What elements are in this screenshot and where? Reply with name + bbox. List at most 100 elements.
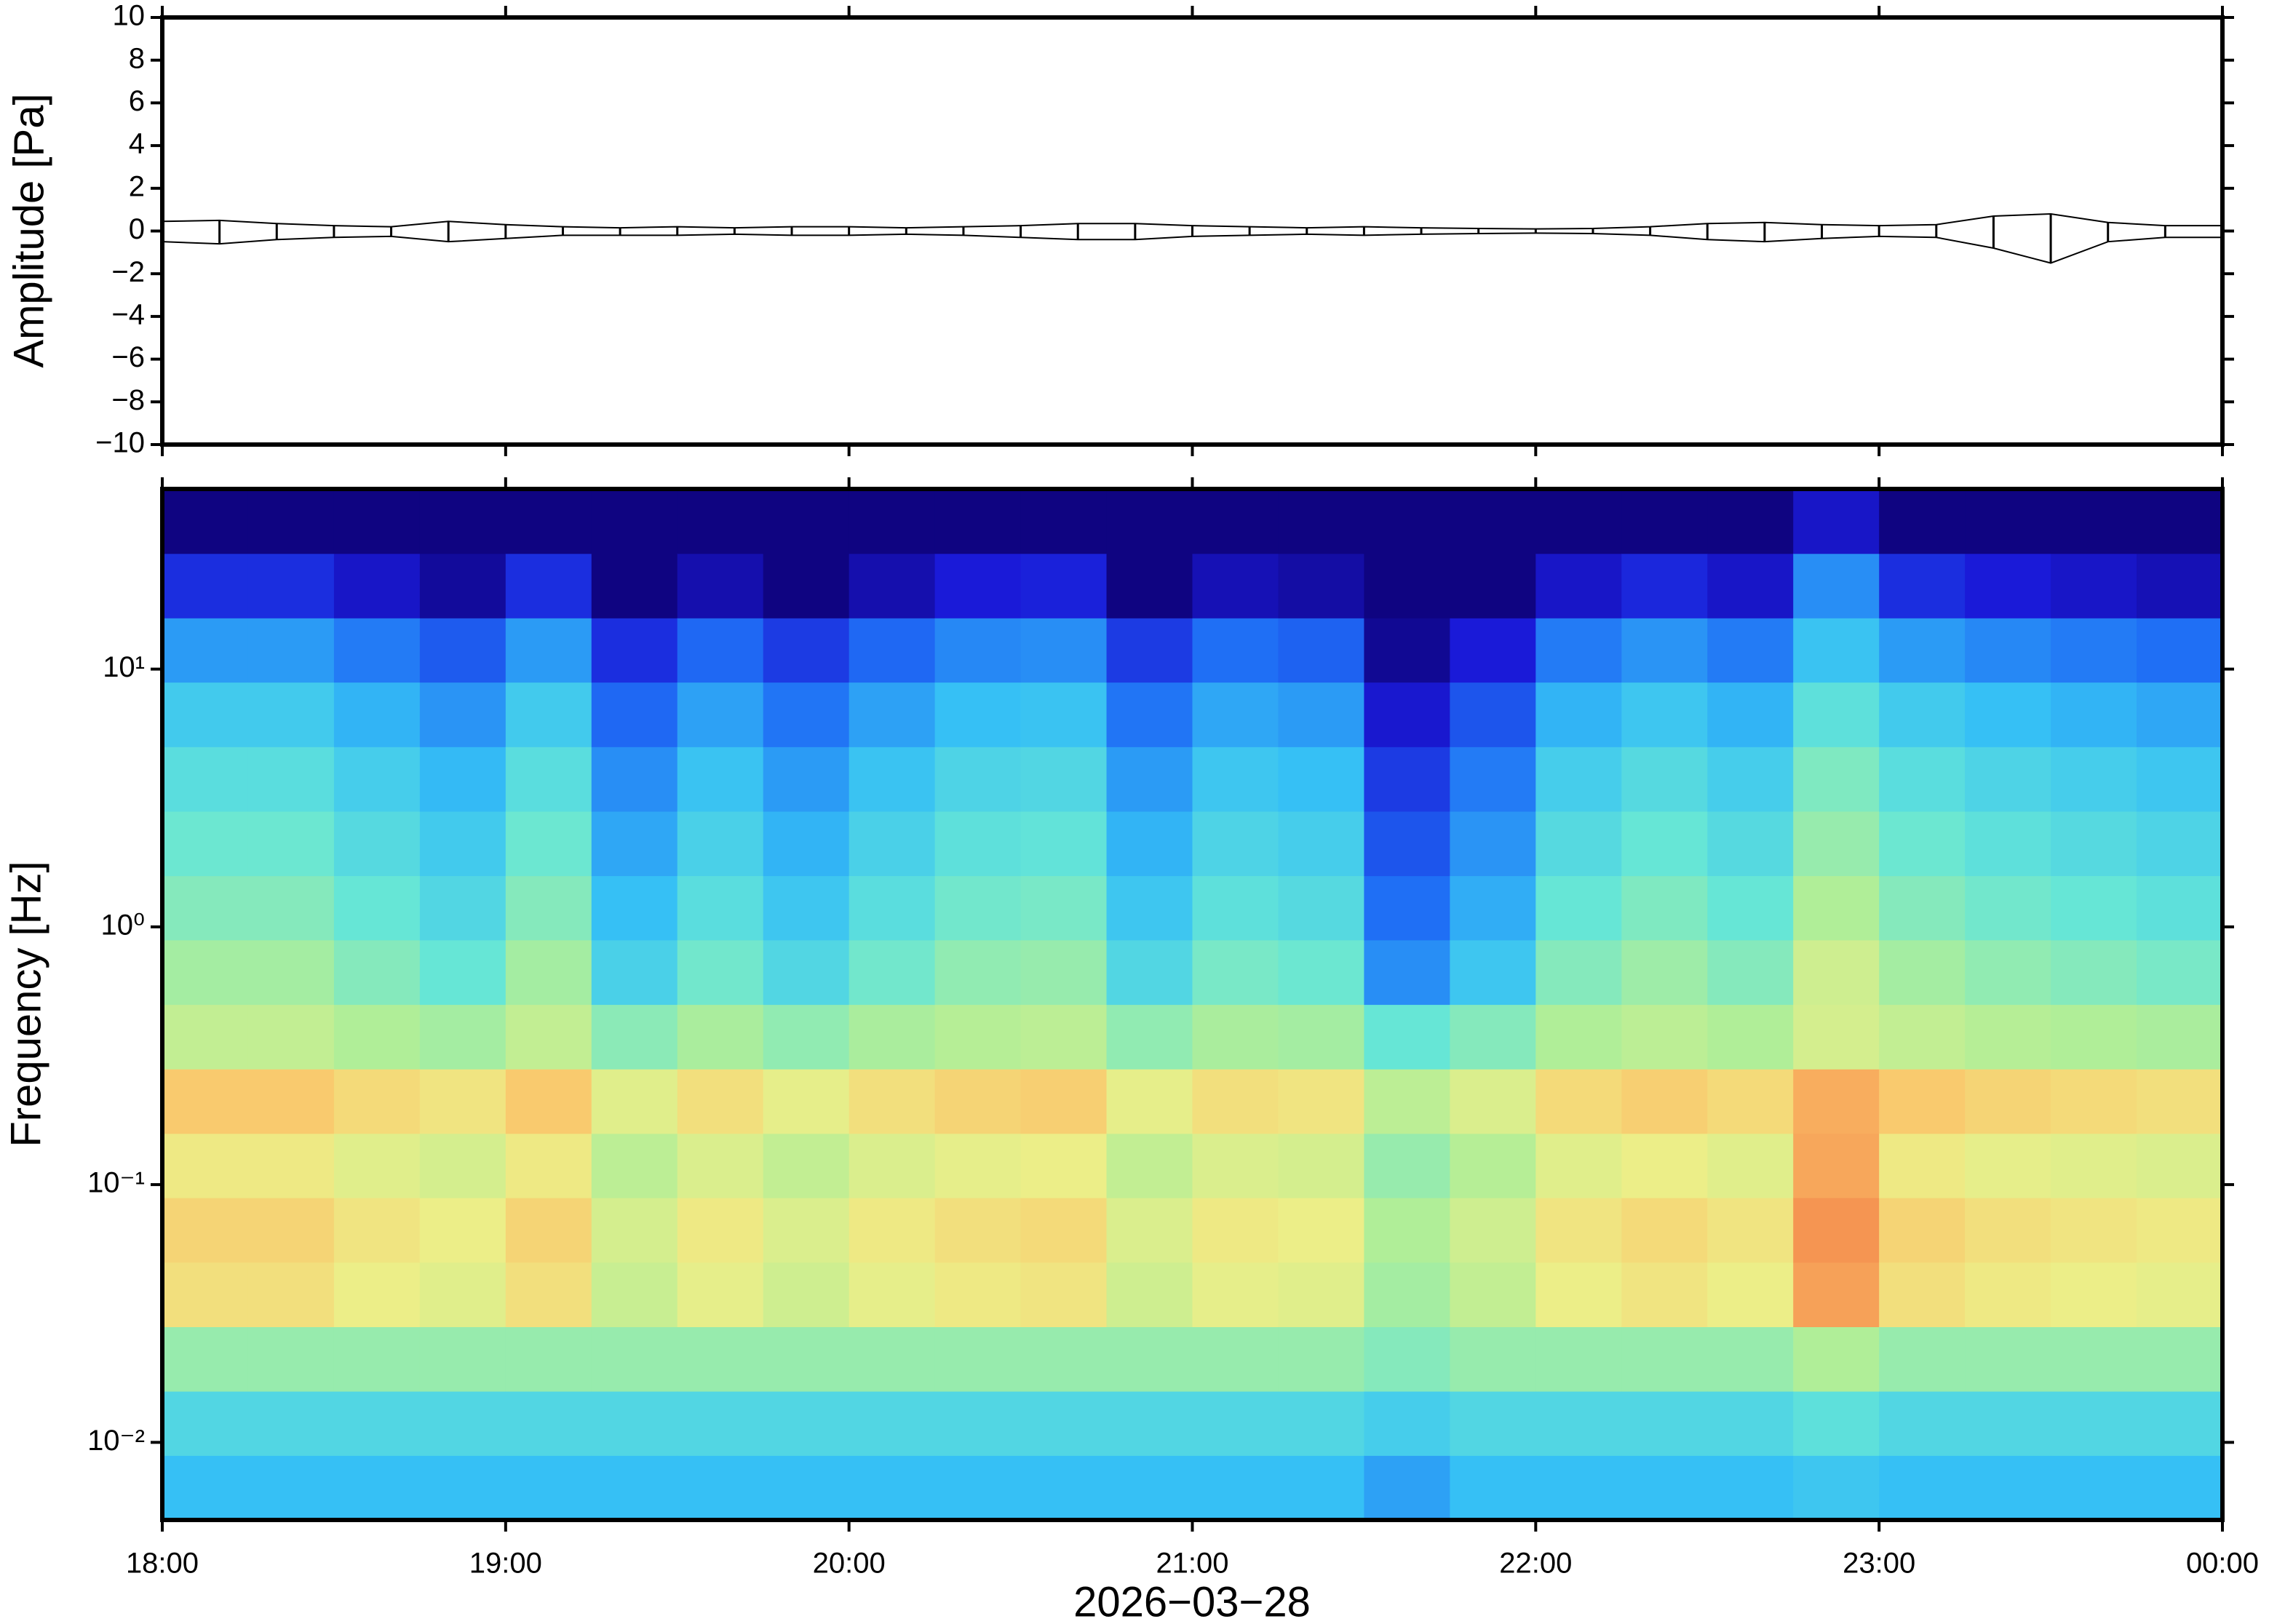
heatmap-cell xyxy=(1450,811,1536,877)
heatmap-cell xyxy=(591,1455,678,1521)
heatmap-cell xyxy=(849,1133,936,1198)
heatmap-cell xyxy=(1192,1069,1279,1134)
heatmap-cell xyxy=(1020,875,1108,941)
heatmap-cell xyxy=(1965,1198,2051,1263)
heatmap-cell xyxy=(1879,811,1966,877)
heatmap-cell xyxy=(1535,1326,1622,1392)
heatmap-cell xyxy=(934,747,1022,812)
heatmap-cell xyxy=(1278,618,1365,683)
heatmap-cell xyxy=(505,1326,592,1392)
heatmap-cell xyxy=(1450,1004,1536,1070)
heatmap-cell xyxy=(849,1390,936,1456)
heatmap-cell xyxy=(162,1390,249,1456)
heatmap-cell xyxy=(247,939,335,1006)
heatmap-cell xyxy=(1192,939,1279,1006)
heatmap-cell xyxy=(1192,811,1279,877)
heatmap-cell xyxy=(763,618,850,683)
heatmap-cell xyxy=(1965,489,2051,554)
heatmap-cell xyxy=(1621,1069,1708,1134)
heatmap-cell xyxy=(1020,553,1108,618)
heatmap-cell xyxy=(677,682,764,747)
heatmap-cell xyxy=(1707,553,1794,618)
heatmap-cell xyxy=(934,553,1022,618)
heatmap-cell xyxy=(1364,1004,1450,1070)
heatmap-cell xyxy=(1965,682,2051,747)
heatmap-cell xyxy=(2051,1455,2137,1521)
heatmap-cell xyxy=(419,1198,506,1263)
heatmap-cell xyxy=(1192,1455,1279,1521)
heatmap-cell xyxy=(849,1326,936,1392)
heatmap-cell xyxy=(1192,747,1279,812)
heatmap-cell xyxy=(1020,1390,1108,1456)
heatmap-cell xyxy=(419,875,506,941)
heatmap-cell xyxy=(1020,1326,1108,1392)
heatmap-cell xyxy=(247,1004,335,1070)
heatmap-cell xyxy=(247,875,335,941)
heatmap-cell xyxy=(1793,747,1880,812)
heatmap-cell xyxy=(763,489,850,554)
y-tick-label: 0 xyxy=(129,213,145,245)
heatmap-cell xyxy=(505,939,592,1006)
heatmap-cell xyxy=(419,489,506,554)
heatmap-cell xyxy=(763,553,850,618)
heatmap-cell xyxy=(1020,682,1108,747)
y-tick-label: −4 xyxy=(111,298,145,330)
heatmap-cell xyxy=(1106,1133,1193,1198)
heatmap-cell xyxy=(419,1069,506,1134)
heatmap-cell xyxy=(333,1069,421,1134)
heatmap-cell xyxy=(1793,1198,1880,1263)
heatmap-cell xyxy=(1793,553,1880,618)
heatmap-cell xyxy=(849,1198,936,1263)
heatmap-cell xyxy=(934,618,1022,683)
heatmap-cell xyxy=(591,1326,678,1392)
heatmap-cell xyxy=(763,811,850,877)
heatmap-cell xyxy=(333,682,421,747)
x-tick-label: 22:00 xyxy=(1499,1548,1572,1580)
heatmap-cell xyxy=(505,1198,592,1263)
heatmap-cell xyxy=(1535,875,1622,941)
heatmap-cell xyxy=(763,1198,850,1263)
heatmap-cell xyxy=(2137,939,2223,1006)
heatmap-cell xyxy=(763,875,850,941)
heatmap-cell xyxy=(934,1326,1022,1392)
heatmap-cell xyxy=(1278,939,1365,1006)
heatmap-cell xyxy=(333,747,421,812)
heatmap-cell xyxy=(1450,875,1536,941)
heatmap-cell xyxy=(1793,875,1880,941)
heatmap-cell xyxy=(1793,618,1880,683)
heatmap-cell xyxy=(1106,811,1193,877)
heatmap-cell xyxy=(1965,875,2051,941)
heatmap-cell xyxy=(1450,1390,1536,1456)
heatmap-cell xyxy=(1707,1326,1794,1392)
heatmap-cell xyxy=(247,553,335,618)
heatmap-cell xyxy=(763,1262,850,1328)
heatmap-cell xyxy=(934,489,1022,554)
heatmap-cell xyxy=(849,811,936,877)
heatmap-cell xyxy=(2137,1004,2223,1070)
heatmap-cell xyxy=(333,1326,421,1392)
heatmap-cell xyxy=(1106,682,1193,747)
x-tick-label: 23:00 xyxy=(1843,1548,1915,1580)
y-tick-label: 8 xyxy=(129,42,145,74)
heatmap-cell xyxy=(505,553,592,618)
heatmap-cell xyxy=(1621,553,1708,618)
heatmap-cell xyxy=(1707,489,1794,554)
heatmap-cell xyxy=(1450,553,1536,618)
heatmap-cell xyxy=(1965,1133,2051,1198)
heatmap-cell xyxy=(1535,747,1622,812)
heatmap-cell xyxy=(1020,939,1108,1006)
heatmap-cell xyxy=(1535,682,1622,747)
heatmap-cell xyxy=(1793,1004,1880,1070)
heatmap-cell xyxy=(1621,682,1708,747)
heatmap-cell xyxy=(247,1198,335,1263)
heatmap-cell xyxy=(677,875,764,941)
heatmap-cell xyxy=(1192,553,1279,618)
heatmap-cell xyxy=(162,553,249,618)
heatmap-cell xyxy=(1106,747,1193,812)
heatmap-cell xyxy=(849,618,936,683)
heatmap-cell xyxy=(247,1133,335,1198)
heatmap-cell xyxy=(1020,1004,1108,1070)
heatmap-cell xyxy=(2051,618,2137,683)
heatmap-cell xyxy=(591,939,678,1006)
heatmap-cell xyxy=(1364,1262,1450,1328)
